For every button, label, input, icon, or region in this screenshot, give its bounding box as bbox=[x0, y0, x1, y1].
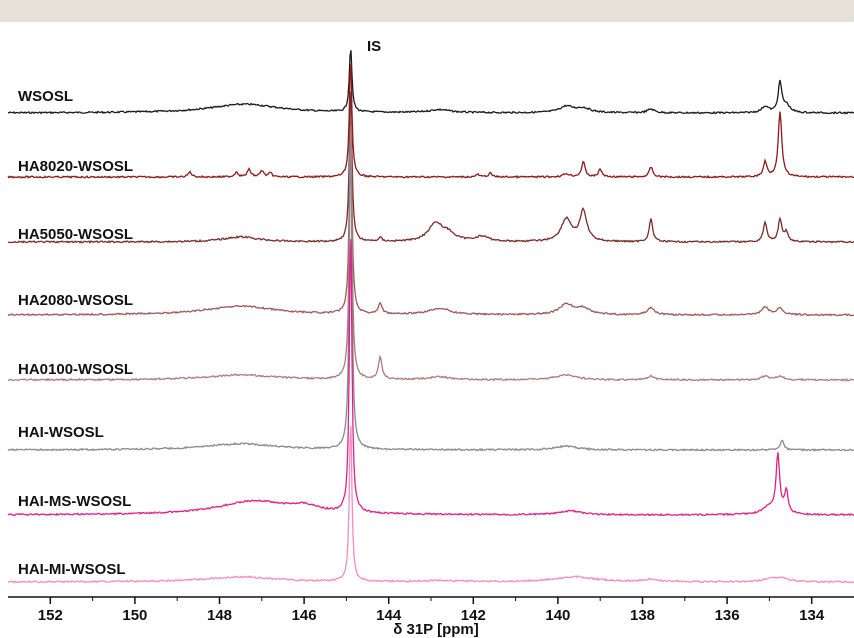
series-label-hai-ms-wsosl: HAI-MS-WSOSL bbox=[18, 493, 131, 510]
series-label-ha5050-wsosl: HA5050-WSOSL bbox=[18, 226, 133, 243]
trace-ha8020-wsosl bbox=[7, 63, 854, 179]
trace-ha2080-wsosl bbox=[7, 116, 854, 317]
trace-hai-mi-wsosl bbox=[7, 425, 854, 584]
spectra-traces bbox=[7, 50, 854, 584]
trace-ha5050-wsosl bbox=[7, 91, 854, 244]
x-axis: 152 150 148 146 144 142 140 138 136 134 δ 31P [pp… bbox=[8, 596, 854, 638]
series-label-ha2080-wsosl: HA2080-WSOSL bbox=[18, 292, 133, 309]
x-axis-label: δ 31P [ppm] bbox=[393, 621, 479, 638]
top-banner bbox=[0, 0, 854, 22]
is-annotation: IS bbox=[367, 38, 381, 55]
x-axis-ticks: 152 150 148 146 144 142 140 138 136 134 bbox=[38, 597, 825, 624]
series-label-ha0100-wsosl: HA0100-WSOSL bbox=[18, 361, 133, 378]
series-label-wsosl: WSOSL bbox=[18, 88, 73, 105]
series-label-hai-mi-wsosl: HAI-MI-WSOSL bbox=[18, 561, 125, 578]
x-tick-label-146: 146 bbox=[292, 607, 317, 624]
trace-hai-ms-wsosl bbox=[7, 239, 854, 517]
trace-ha0100-wsosl bbox=[7, 125, 854, 382]
x-tick-label-134: 134 bbox=[799, 607, 825, 624]
x-tick-label-150: 150 bbox=[122, 607, 147, 624]
series-labels: WSOSL HA8020-WSOSL HA5050-WSOSL HA2080-WSOS… bbox=[18, 88, 133, 578]
trace-hai-wsosl bbox=[7, 142, 854, 452]
x-tick-label-144: 144 bbox=[376, 607, 402, 624]
x-tick-label-152: 152 bbox=[38, 607, 63, 624]
series-label-hai-wsosl: HAI-WSOSL bbox=[18, 424, 104, 441]
x-tick-label-142: 142 bbox=[461, 607, 486, 624]
trace-wsosl bbox=[7, 50, 854, 115]
x-tick-label-148: 148 bbox=[207, 607, 232, 624]
x-tick-label-138: 138 bbox=[630, 607, 655, 624]
x-tick-label-140: 140 bbox=[545, 607, 570, 624]
x-tick-label-136: 136 bbox=[715, 607, 740, 624]
series-label-ha8020-wsosl: HA8020-WSOSL bbox=[18, 158, 133, 175]
